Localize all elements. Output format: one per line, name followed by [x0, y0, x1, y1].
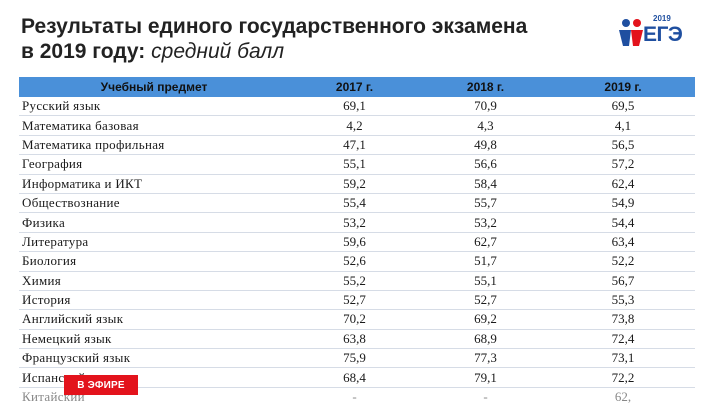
score-2018: 49,8: [420, 135, 551, 156]
table-row: Физика 53,2 53,2 54,4: [19, 212, 695, 233]
score-2019: 63,4: [551, 232, 695, 253]
table-row: Немецкий язык 63,8 68,9 72,4: [19, 329, 695, 350]
score-2018: 79,1: [420, 367, 551, 388]
ege-emblem-icon: [619, 19, 643, 46]
table-row: Биология 52,6 51,7 52,2: [19, 251, 695, 272]
score-2017: 52,7: [289, 290, 420, 311]
score-2019: 69,5: [551, 97, 695, 117]
table-row: Русский язык 69,1 70,9 69,5: [19, 97, 695, 117]
score-2018: 62,7: [420, 232, 551, 253]
subject-cell: Обществознание: [19, 193, 289, 214]
score-2018: 51,7: [420, 251, 551, 272]
subject-cell: Информатика и ИКТ: [19, 174, 289, 194]
score-2017: 75,9: [289, 348, 420, 369]
score-2018: -: [483, 389, 488, 405]
table-row: История 52,7 52,7 55,3: [19, 290, 695, 311]
score-2017: 55,4: [289, 193, 420, 214]
title-line-2: в 2019 году: средний балл: [21, 39, 581, 64]
table-row: Обществознание 55,4 55,7 54,9: [19, 193, 695, 214]
table-row: Математика профильная 47,1 49,8 56,5: [19, 135, 695, 156]
table-row: Литература 59,6 62,7 63,4: [19, 232, 695, 253]
score-2017: 70,2: [289, 309, 420, 330]
table-row: География 55,1 56,6 57,2: [19, 154, 695, 175]
subject-cell: География: [19, 154, 289, 175]
subject-cell: Биология: [19, 251, 289, 272]
table-row: Французский язык 75,9 77,3 73,1: [19, 348, 695, 369]
table-row: Информатика и ИКТ 59,2 58,4 62,4: [19, 174, 695, 194]
score-2018: 55,1: [420, 271, 551, 291]
table-row: Испанский язык68,479,172,2: [19, 367, 695, 388]
title-subtitle: средний балл: [151, 40, 285, 63]
header-subject: Учебный предмет: [19, 77, 289, 97]
score-2018: 68,9: [420, 329, 551, 350]
score-2017: 63,8: [289, 329, 420, 350]
score-2018: 55,7: [420, 193, 551, 214]
score-2018: 56,6: [420, 154, 551, 175]
score-2019: 62,4: [551, 174, 695, 194]
live-badge: В ЭФИРЕ: [64, 375, 138, 395]
score-2018: 58,4: [420, 174, 551, 194]
subject-cell: Математика базовая: [19, 115, 289, 136]
score-2017: 59,2: [289, 174, 420, 194]
title-line-1: Результаты единого государственного экза…: [21, 15, 528, 38]
score-2019: 4,1: [551, 115, 695, 136]
score-2017: 52,6: [289, 251, 420, 272]
score-2018: 52,7: [420, 290, 551, 311]
page-title: Результаты единого государственного экза…: [21, 14, 581, 64]
score-2019: 52,2: [551, 251, 695, 272]
score-2019: 56,5: [551, 135, 695, 156]
subject-cell: Литература: [19, 232, 289, 253]
score-2017: 55,2: [289, 271, 420, 291]
title-year: в 2019 году:: [21, 40, 146, 63]
subject-cell: Русский язык: [19, 97, 289, 117]
subject-cell: История: [19, 290, 289, 311]
score-2018: 77,3: [420, 348, 551, 369]
score-2017: 53,2: [289, 212, 420, 233]
score-2017: 47,1: [289, 135, 420, 156]
score-2019: 57,2: [551, 154, 695, 175]
subject-cell: Испанский язык: [19, 367, 289, 388]
subject-cell: Китайский: [22, 389, 85, 405]
header-2018: 2018 г.: [420, 77, 551, 97]
score-2018: 53,2: [420, 212, 551, 233]
score-2019: 55,3: [551, 290, 695, 311]
score-2018: 69,2: [420, 309, 551, 330]
table-row: Английский язык 70,2 69,2 73,8: [19, 309, 695, 330]
score-2017: 69,1: [289, 97, 420, 117]
header-2019: 2019 г.: [551, 77, 695, 97]
score-2017: 68,4: [289, 367, 420, 388]
subject-cell: Немецкий язык: [19, 329, 289, 350]
score-2018: 4,3: [420, 115, 551, 136]
results-table: Учебный предмет 2017 г. 2018 г. 2019 г. …: [19, 77, 695, 406]
score-2017: 4,2: [289, 115, 420, 136]
logo-year: 2019: [653, 14, 671, 23]
ege-logo: 2019 ЕГЭ: [617, 14, 689, 48]
header-2017: 2017 г.: [289, 77, 420, 97]
score-2019: 54,4: [551, 212, 695, 233]
score-2019: 62,: [614, 389, 632, 405]
subject-cell: Математика профильная: [19, 135, 289, 156]
table-header-row: Учебный предмет 2017 г. 2018 г. 2019 г.: [19, 77, 695, 97]
score-2017: -: [352, 389, 357, 405]
subject-cell: Физика: [19, 212, 289, 233]
score-2019: 56,7: [551, 271, 695, 291]
subject-cell: Французский язык: [19, 348, 289, 369]
table-row: Математика базовая 4,2 4,3 4,1: [19, 115, 695, 136]
score-2017: 55,1: [289, 154, 420, 175]
subject-cell: Английский язык: [19, 309, 289, 330]
score-2018: 70,9: [420, 97, 551, 117]
score-2019: 73,1: [551, 348, 695, 369]
logo-word: ЕГЭ: [643, 23, 683, 46]
subject-cell: Химия: [19, 271, 289, 291]
score-2019: 73,8: [551, 309, 695, 330]
table-row: Химия 55,2 55,1 56,7: [19, 271, 695, 291]
score-2019: 72,2: [551, 367, 695, 388]
score-2019: 54,9: [551, 193, 695, 214]
score-2017: 59,6: [289, 232, 420, 253]
score-2019: 72,4: [551, 329, 695, 350]
